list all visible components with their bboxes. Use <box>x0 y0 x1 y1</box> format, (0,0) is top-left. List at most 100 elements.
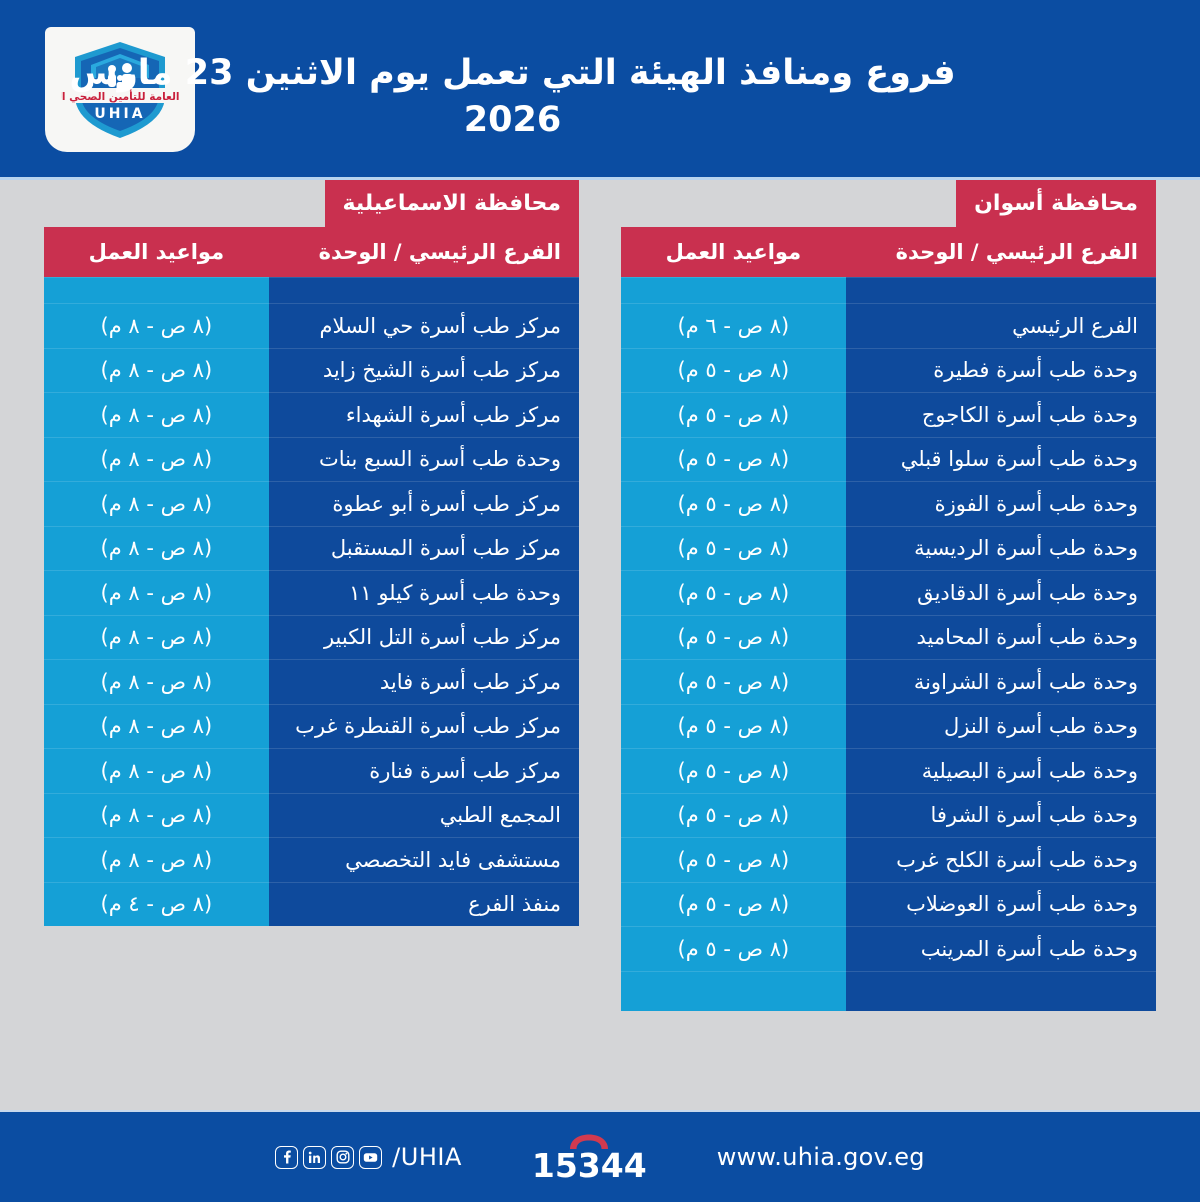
table-row[interactable]: مركز طب أسرة المستقبل (٨ ص - ٨ م) <box>44 525 579 570</box>
cell-unit-name: مركز طب أسرة أبو عطوة <box>268 481 579 526</box>
cell-unit-name: وحدة طب أسرة الكاجوج <box>845 392 1156 437</box>
table-row[interactable]: وحدة طب أسرة سلوا قبلي (٨ ص - ٥ م) <box>621 436 1156 481</box>
page-footer: /UHIA 15344 www.uhia.gov.eg <box>0 1110 1200 1202</box>
cell-unit-name: وحدة طب أسرة سلوا قبلي <box>845 436 1156 481</box>
cell-working-hours: (٨ ص - ٨ م) <box>44 303 269 348</box>
table-row[interactable]: مركز طب أسرة الشيخ زايد (٨ ص - ٨ م) <box>44 347 579 392</box>
cell-working-hours: (٨ ص - ٥ م) <box>621 926 846 971</box>
table-row[interactable]: وحدة طب أسرة المرينب (٨ ص - ٥ م) <box>621 926 1156 971</box>
cell-unit-name: وحدة طب أسرة الدقاديق <box>845 570 1156 615</box>
cell-unit-name: وحدة طب أسرة المرينب <box>845 926 1156 971</box>
cell-working-hours: (٨ ص - ٥ م) <box>621 881 846 926</box>
column-header-name: الفرع الرئيسي / الوحدة <box>318 240 561 264</box>
uhia-shield-logo: الهيئة العامة للتأمين الصحي الشامل UHIA <box>45 27 195 152</box>
trailing-cell-hours <box>621 970 846 1011</box>
table-row[interactable]: وحدة طب أسرة الشراونة (٨ ص - ٥ م) <box>621 659 1156 704</box>
column-header-hours: مواعيد العمل <box>88 240 225 264</box>
table-row[interactable]: مركز طب أسرة التل الكبير (٨ ص - ٨ م) <box>44 614 579 659</box>
table-row[interactable]: مركز طب أسرة الشهداء (٨ ص - ٨ م) <box>44 392 579 437</box>
table-row-spacer <box>621 277 1156 303</box>
cell-working-hours: (٨ ص - ٨ م) <box>44 570 269 615</box>
linkedin-icon[interactable] <box>303 1145 327 1169</box>
cell-working-hours: (٨ ص - ٥ م) <box>621 570 846 615</box>
table-row[interactable]: وحدة طب أسرة كيلو ١١ (٨ ص - ٨ م) <box>44 570 579 615</box>
column-header-name: الفرع الرئيسي / الوحدة <box>895 240 1138 264</box>
table-row[interactable]: منفذ الفرع (٨ ص - ٤ م) <box>44 881 579 926</box>
cell-working-hours: (٨ ص - ٨ م) <box>44 525 269 570</box>
logo-shield-graphic: الهيئة العامة للتأمين الصحي الشامل UHIA <box>61 41 179 138</box>
cell-working-hours: (٨ ص - ٨ م) <box>44 347 269 392</box>
table-row[interactable]: مركز طب أسرة أبو عطوة (٨ ص - ٨ م) <box>44 481 579 526</box>
cell-working-hours: (٨ ص - ٦ م) <box>621 303 846 348</box>
cell-working-hours: (٨ ص - ٥ م) <box>621 436 846 481</box>
table-body-aswan: الفرع الرئيسي (٨ ص - ٦ م) وحدة طب أسرة فط… <box>621 277 1156 1011</box>
governorate-tab-label: محافظة أسوان <box>956 180 1156 227</box>
svg-text:UHIA: UHIA <box>94 106 145 122</box>
svg-text:الهيئة العامة للتأمين الصحي ال: الهيئة العامة للتأمين الصحي الشامل <box>61 89 179 103</box>
table-row[interactable]: المجمع الطبي (٨ ص - ٨ م) <box>44 792 579 837</box>
cell-working-hours: (٨ ص - ٥ م) <box>621 837 846 882</box>
table-row[interactable]: وحدة طب أسرة الفوزة (٨ ص - ٥ م) <box>621 481 1156 526</box>
table-row[interactable]: وحدة طب أسرة فطيرة (٨ ص - ٥ م) <box>621 347 1156 392</box>
hotline-block[interactable]: 15344 <box>532 1133 647 1185</box>
cell-unit-name: وحدة طب أسرة المحاميد <box>845 614 1156 659</box>
cell-unit-name: وحدة طب أسرة الشرفا <box>845 792 1156 837</box>
cell-unit-name: وحدة طب أسرة السبع بنات <box>268 436 579 481</box>
table-row[interactable]: مركز طب أسرة حي السلام (٨ ص - ٨ م) <box>44 303 579 348</box>
website-url[interactable]: www.uhia.gov.eg <box>716 1143 925 1171</box>
cell-unit-name: وحدة طب أسرة العوضلاب <box>845 881 1156 926</box>
governorate-table-aswan: محافظة أسوان الفرع الرئيسي / الوحدة مواع… <box>621 180 1156 1011</box>
cell-working-hours: (٨ ص - ٨ م) <box>44 392 269 437</box>
table-row[interactable]: وحدة طب أسرة البصيلية (٨ ص - ٥ م) <box>621 748 1156 793</box>
facebook-icon[interactable] <box>275 1145 299 1169</box>
social-handle-label: /UHIA <box>392 1143 462 1171</box>
cell-unit-name: مركز طب أسرة فايد <box>268 659 579 704</box>
cell-unit-name: وحدة طب أسرة الكلح غرب <box>845 837 1156 882</box>
page-header: الهيئة العامة للتأمين الصحي الشامل UHIA … <box>0 0 1200 180</box>
cell-unit-name: وحدة طب أسرة البصيلية <box>845 748 1156 793</box>
cell-working-hours: (٨ ص - ٨ م) <box>44 614 269 659</box>
cell-working-hours: (٨ ص - ٥ م) <box>621 481 846 526</box>
table-row-trailing <box>621 970 1156 1011</box>
table-row[interactable]: وحدة طب أسرة النزل (٨ ص - ٥ م) <box>621 703 1156 748</box>
cell-working-hours: (٨ ص - ٥ م) <box>621 703 846 748</box>
social-links[interactable]: /UHIA <box>275 1143 462 1171</box>
cell-unit-name: مركز طب أسرة المستقبل <box>268 525 579 570</box>
table-row[interactable]: وحدة طب أسرة الكلح غرب (٨ ص - ٥ م) <box>621 837 1156 882</box>
table-row[interactable]: وحدة طب أسرة الشرفا (٨ ص - ٥ م) <box>621 792 1156 837</box>
table-row[interactable]: وحدة طب أسرة الرديسية (٨ ص - ٥ م) <box>621 525 1156 570</box>
cell-unit-name: وحدة طب أسرة فطيرة <box>845 347 1156 392</box>
spacer-cell-hours <box>621 277 846 303</box>
governorate-tab-label: محافظة الاسماعيلية <box>324 180 579 227</box>
instagram-icon[interactable] <box>331 1145 355 1169</box>
cell-working-hours: (٨ ص - ٥ م) <box>621 748 846 793</box>
cell-unit-name: مركز طب أسرة حي السلام <box>268 303 579 348</box>
table-row[interactable]: مركز طب أسرة القنطرة غرب (٨ ص - ٨ م) <box>44 703 579 748</box>
table-row[interactable]: وحدة طب أسرة الكاجوج (٨ ص - ٥ م) <box>621 392 1156 437</box>
column-header-hours: مواعيد العمل <box>665 240 802 264</box>
cell-working-hours: (٨ ص - ٤ م) <box>44 881 269 926</box>
cell-unit-name: المجمع الطبي <box>268 792 579 837</box>
cell-unit-name: مركز طب أسرة الشهداء <box>268 392 579 437</box>
tables-board: محافظة أسوان الفرع الرئيسي / الوحدة مواع… <box>0 180 1200 1110</box>
cell-working-hours: (٨ ص - ٨ م) <box>44 748 269 793</box>
table-row[interactable]: مركز طب أسرة فنارة (٨ ص - ٨ م) <box>44 748 579 793</box>
table-row[interactable]: وحدة طب أسرة العوضلاب (٨ ص - ٥ م) <box>621 881 1156 926</box>
table-row[interactable]: مستشفى فايد التخصصي (٨ ص - ٨ م) <box>44 837 579 882</box>
page-title: فروع ومنافذ الهيئة التي تعمل يوم الاثنين… <box>69 53 956 141</box>
cell-unit-name: وحدة طب أسرة الفوزة <box>845 481 1156 526</box>
cell-unit-name: وحدة طب أسرة الشراونة <box>845 659 1156 704</box>
table-row[interactable]: مركز طب أسرة فايد (٨ ص - ٨ م) <box>44 659 579 704</box>
cell-working-hours: (٨ ص - ٥ م) <box>621 392 846 437</box>
table-row[interactable]: وحدة طب أسرة السبع بنات (٨ ص - ٨ م) <box>44 436 579 481</box>
cell-unit-name: مركز طب أسرة فنارة <box>268 748 579 793</box>
table-row[interactable]: وحدة طب أسرة الدقاديق (٨ ص - ٥ م) <box>621 570 1156 615</box>
table-row[interactable]: الفرع الرئيسي (٨ ص - ٦ م) <box>621 303 1156 348</box>
governorate-table-ismailia: محافظة الاسماعيلية الفرع الرئيسي / الوحد… <box>44 180 579 926</box>
table-row[interactable]: وحدة طب أسرة المحاميد (٨ ص - ٥ م) <box>621 614 1156 659</box>
table-header-row: الفرع الرئيسي / الوحدة مواعيد العمل <box>621 227 1156 277</box>
spacer-cell-name <box>845 277 1156 303</box>
cell-unit-name: وحدة طب أسرة كيلو ١١ <box>268 570 579 615</box>
youtube-icon[interactable] <box>359 1145 383 1169</box>
cell-unit-name: مركز طب أسرة الشيخ زايد <box>268 347 579 392</box>
